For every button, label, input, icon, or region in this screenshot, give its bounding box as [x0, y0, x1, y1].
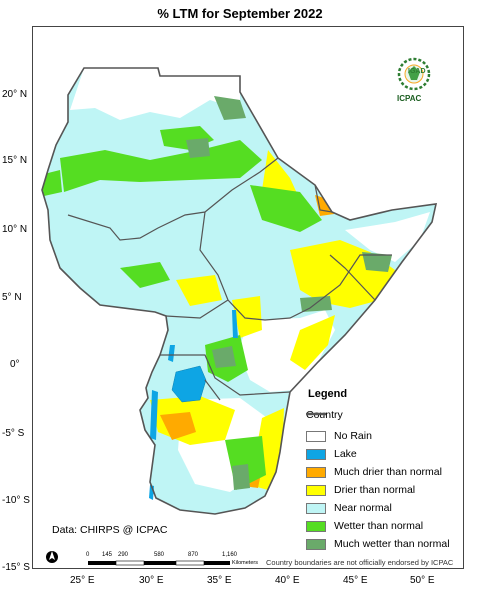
legend-label-drier: Drier than normal [334, 484, 416, 496]
boundary-disclaimer: Country boundaries are not officially en… [266, 558, 454, 567]
lon-label-40e: 40° E [275, 575, 300, 586]
wetter-southsudan [120, 262, 170, 288]
logo-igad-text: IGAD [408, 68, 426, 75]
much-wetter-tanzania [232, 464, 250, 490]
drier-rift [232, 296, 262, 338]
country-line-icon [306, 412, 326, 416]
swatch-drier [306, 484, 326, 496]
legend-item-drier: Drier than normal [306, 483, 415, 497]
scale-tick-580: 580 [154, 552, 165, 558]
scale-labels: 0 145 290 580 870 1,160 [84, 552, 264, 560]
much-wetter-horn [362, 252, 392, 272]
swatch-lake [306, 448, 326, 460]
scale-tick-870: 870 [188, 552, 199, 558]
logo-icpac-text: ICPAC [397, 94, 422, 103]
scale-tick-1160: 1,160 [222, 552, 238, 558]
lat-label-15s: -15° S [2, 562, 30, 573]
country-boundaries [67, 157, 392, 401]
legend-label-near-normal: Near normal [334, 502, 392, 514]
map-title: % LTM for September 2022 [157, 6, 323, 21]
swatch-much-wetter [306, 538, 326, 550]
lon-label-35e: 35° E [207, 575, 232, 586]
legend-item-no-rain: No Rain [306, 429, 372, 443]
legend-title: Legend [308, 388, 348, 400]
legend: Legend Country No Rain Lake Much drier t… [300, 386, 462, 552]
scale-tick-145: 145 [102, 552, 113, 558]
legend-label-much-wetter: Much wetter than normal [334, 538, 450, 550]
wetter-ethiopia [250, 185, 322, 232]
much-wetter-north [214, 96, 246, 120]
lake-tanganyika [150, 390, 158, 440]
lon-label-25e: 25° E [70, 575, 95, 586]
no-rain-north [70, 68, 240, 120]
region-outline [41, 67, 438, 515]
scale-tick-290: 290 [118, 552, 129, 558]
lon-label-50e: 50° E [410, 575, 435, 586]
swatch-near-normal [306, 502, 326, 514]
scale-tick-0: 0 [86, 552, 90, 558]
no-rain-horn [345, 212, 430, 262]
lat-label-5s: -5° S [2, 428, 25, 439]
data-credit: Data: CHIRPS @ ICPAC [52, 524, 168, 536]
much-drier-tanzania [160, 412, 196, 440]
legend-label-wetter: Wetter than normal [334, 520, 424, 532]
legend-item-lake: Lake [306, 447, 357, 461]
legend-item-near-normal: Near normal [306, 501, 392, 515]
legend-item-wetter: Wetter than normal [306, 519, 423, 533]
lat-label-15n: 15° N [2, 155, 28, 166]
much-wetter-uganda [212, 346, 236, 368]
lat-label-20n: 20° N [2, 89, 28, 100]
much-wetter-sudan [186, 138, 210, 158]
lake-victoria [171, 365, 207, 403]
legend-label-much-drier: Much drier than normal [334, 466, 442, 478]
lat-label-10s: -10° S [2, 495, 30, 506]
swatch-no-rain [306, 430, 326, 442]
drier-west [176, 275, 222, 306]
north-arrow-icon [46, 551, 58, 563]
swatch-much-drier [306, 466, 326, 478]
lon-label-30e: 30° E [139, 575, 164, 586]
lat-label-0: 0° [10, 359, 20, 370]
legend-item-country: Country [306, 408, 343, 422]
scale-unit: Kilometers [232, 560, 258, 566]
legend-label-no-rain: No Rain [334, 430, 372, 442]
lake-turkana [232, 310, 238, 338]
lat-label-10n: 10° N [2, 224, 28, 235]
legend-label-lake: Lake [334, 448, 357, 460]
wetter-sudan [60, 140, 262, 192]
legend-item-much-drier: Much drier than normal [306, 465, 442, 479]
drier-somalia [290, 315, 335, 370]
legend-item-much-wetter: Much wetter than normal [306, 537, 450, 551]
lat-label-5n: 5° N [2, 292, 22, 303]
lon-label-45e: 45° E [343, 575, 368, 586]
lake-albert [168, 345, 175, 362]
scale-bar [88, 560, 230, 566]
icpac-logo: IGAD ICPAC [384, 54, 444, 106]
swatch-wetter [306, 520, 326, 532]
